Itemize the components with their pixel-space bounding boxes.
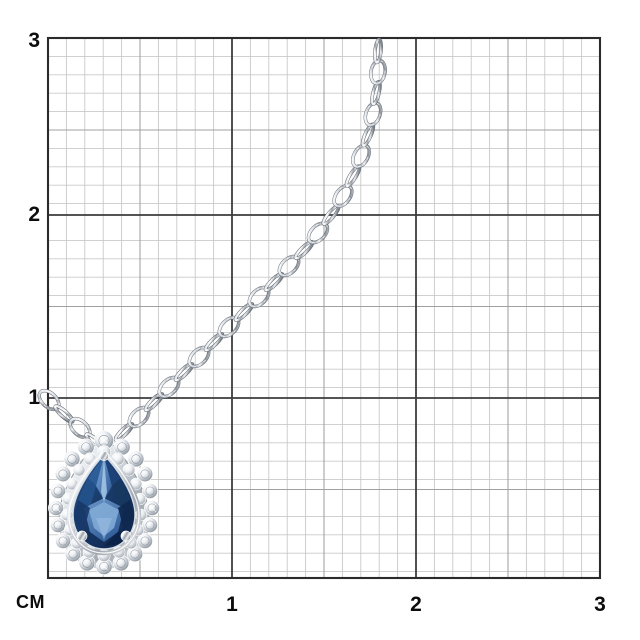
center-sapphire [72, 454, 136, 550]
outer-halo-diamonds [48, 430, 160, 576]
y-tick-label-2: 2 [28, 203, 40, 226]
x-tick-label-1: 1 [226, 593, 238, 616]
pendant-prongs [76, 451, 132, 542]
sapphire-halo-pendant [48, 430, 160, 576]
y-tick-label-3: 3 [28, 29, 40, 52]
y-tick-label-1: 1 [28, 386, 40, 409]
pendant-bezel-highlight [68, 451, 140, 554]
grid-minor-vertical [65, 38, 583, 578]
x-tick-label-2: 2 [410, 593, 422, 616]
unit-label-cm: CM [16, 592, 45, 612]
grid-major-cm [48, 38, 600, 578]
x-tick-label-3: 3 [594, 593, 606, 616]
ruler-grid [46, 36, 602, 580]
grid-border [46, 36, 602, 580]
